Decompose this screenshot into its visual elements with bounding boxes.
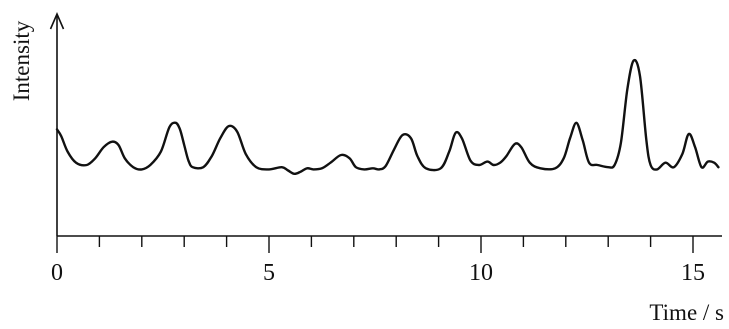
x-tick-label: 0: [51, 260, 63, 286]
y-axis-label: Intensity: [9, 20, 34, 101]
x-tick-label: 15: [681, 260, 705, 286]
y-axis-arrow: [49, 11, 65, 30]
x-tick-labels: 0 5 10 15: [51, 260, 705, 286]
y-axis: [49, 11, 65, 236]
series-line: [55, 58, 720, 176]
x-ticks: [56, 236, 694, 253]
x-tick-label: 10: [469, 260, 493, 286]
x-tick-label: 5: [263, 260, 275, 286]
x-axis-label: Time / s: [649, 300, 724, 325]
